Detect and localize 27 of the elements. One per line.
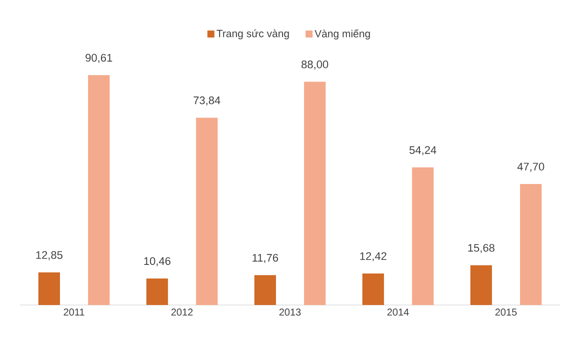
data-label: 47,70: [517, 162, 544, 172]
bar: [362, 274, 384, 305]
data-label: 90,61: [86, 54, 112, 63]
bar: [412, 167, 434, 305]
x-tick-label: 2012: [171, 308, 193, 316]
bar: [38, 272, 60, 305]
x-tick-label: 2011: [64, 308, 84, 316]
bar: [146, 278, 168, 305]
bar: [254, 275, 276, 305]
data-label: 11,76: [252, 254, 278, 263]
data-label: 12,42: [360, 252, 386, 262]
bar: [470, 265, 492, 305]
x-tick-label: 2013: [279, 308, 301, 316]
legend-label: Trang sức vàng: [216, 29, 289, 40]
bar: [196, 118, 218, 305]
data-label: 73,84: [194, 96, 220, 106]
bar: [304, 82, 326, 305]
x-tick-label: 2015: [495, 308, 517, 316]
x-tick-label: 2014: [387, 308, 409, 316]
legend-label: Vàng miếng: [314, 29, 370, 40]
data-label: 10,46: [144, 257, 170, 266]
bar: [520, 184, 542, 305]
data-label: 15,68: [468, 244, 494, 254]
data-label: 12,85: [36, 251, 62, 260]
data-label: 54,24: [410, 146, 436, 156]
data-label: 88,00: [302, 60, 328, 70]
bar: [88, 75, 110, 305]
